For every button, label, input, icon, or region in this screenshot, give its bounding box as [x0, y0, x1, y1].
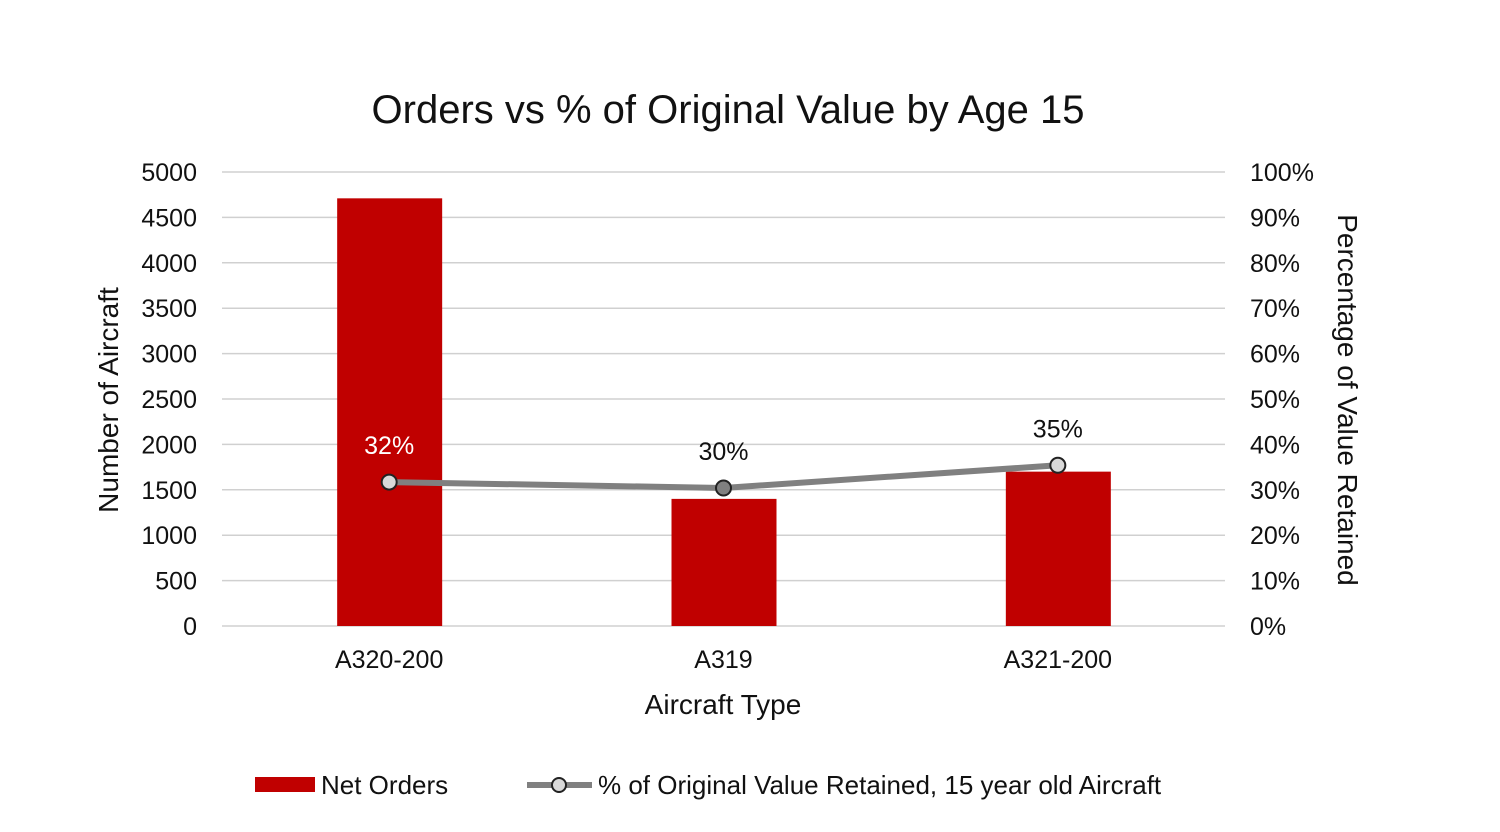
data-label: 35%	[1033, 415, 1083, 443]
y-tick-label: 5000	[141, 159, 197, 187]
y-tick-label: 2000	[141, 431, 197, 459]
x-tick-label: A319	[694, 646, 752, 674]
y2-tick-label: 0%	[1250, 613, 1286, 641]
y2-tick-label: 40%	[1250, 431, 1300, 459]
x-axis-ticks: A320-200 A319 A321-200	[335, 646, 1112, 674]
data-label: 30%	[698, 438, 748, 466]
y2-tick-label: 70%	[1250, 295, 1300, 323]
y-tick-label: 3000	[141, 341, 197, 369]
bar	[671, 498, 777, 626]
legend-label-value-retained: % of Original Value Retained, 15 year ol…	[598, 770, 1162, 800]
x-tick-label: A320-200	[335, 646, 443, 674]
y-tick-label: 500	[155, 568, 197, 596]
y-tick-label: 0	[183, 613, 197, 641]
y-tick-label: 2500	[141, 386, 197, 414]
bar-series	[337, 198, 1111, 626]
y-axis-ticks: 0 500 1000 1500 2000 2500 3000 3500 4000 4500 5000	[141, 159, 197, 641]
y-tick-label: 1000	[141, 522, 197, 550]
y2-tick-label: 10%	[1250, 568, 1300, 596]
y2-axis-label: Percentage of Value Retained	[1332, 214, 1363, 586]
y-tick-label: 4000	[141, 250, 197, 278]
legend-marker	[551, 777, 567, 793]
y2-axis-ticks: 0% 10% 20% 30% 40% 50% 60% 70% 80% 90% 100%	[1250, 159, 1314, 641]
x-tick-label: A321-200	[1004, 646, 1112, 674]
legend-label-net-orders: Net Orders	[321, 770, 448, 800]
chart-title: Orders vs % of Original Value by Age 15	[372, 88, 1085, 132]
y-tick-label: 4500	[141, 204, 197, 232]
y2-tick-label: 90%	[1250, 204, 1300, 232]
line-marker	[1049, 456, 1067, 474]
y2-tick-label: 100%	[1250, 159, 1314, 187]
y-tick-label: 3500	[141, 295, 197, 323]
y2-tick-label: 50%	[1250, 386, 1300, 414]
legend-swatch-net-orders	[255, 777, 315, 792]
y2-tick-label: 80%	[1250, 250, 1300, 278]
data-label: 32%	[364, 432, 414, 460]
bar	[337, 198, 443, 626]
line-marker	[380, 473, 398, 491]
line-series: 32% 30% 35%	[364, 415, 1083, 497]
y-axis-label: Number of Aircraft	[93, 287, 124, 513]
y2-tick-label: 30%	[1250, 477, 1300, 505]
y-tick-label: 1500	[141, 477, 197, 505]
y2-tick-label: 60%	[1250, 341, 1300, 369]
legend: Net Orders % of Original Value Retained,…	[255, 770, 1162, 800]
y2-tick-label: 20%	[1250, 522, 1300, 550]
x-axis-label: Aircraft Type	[645, 689, 802, 720]
bar	[1005, 471, 1111, 626]
line-marker	[715, 479, 732, 497]
